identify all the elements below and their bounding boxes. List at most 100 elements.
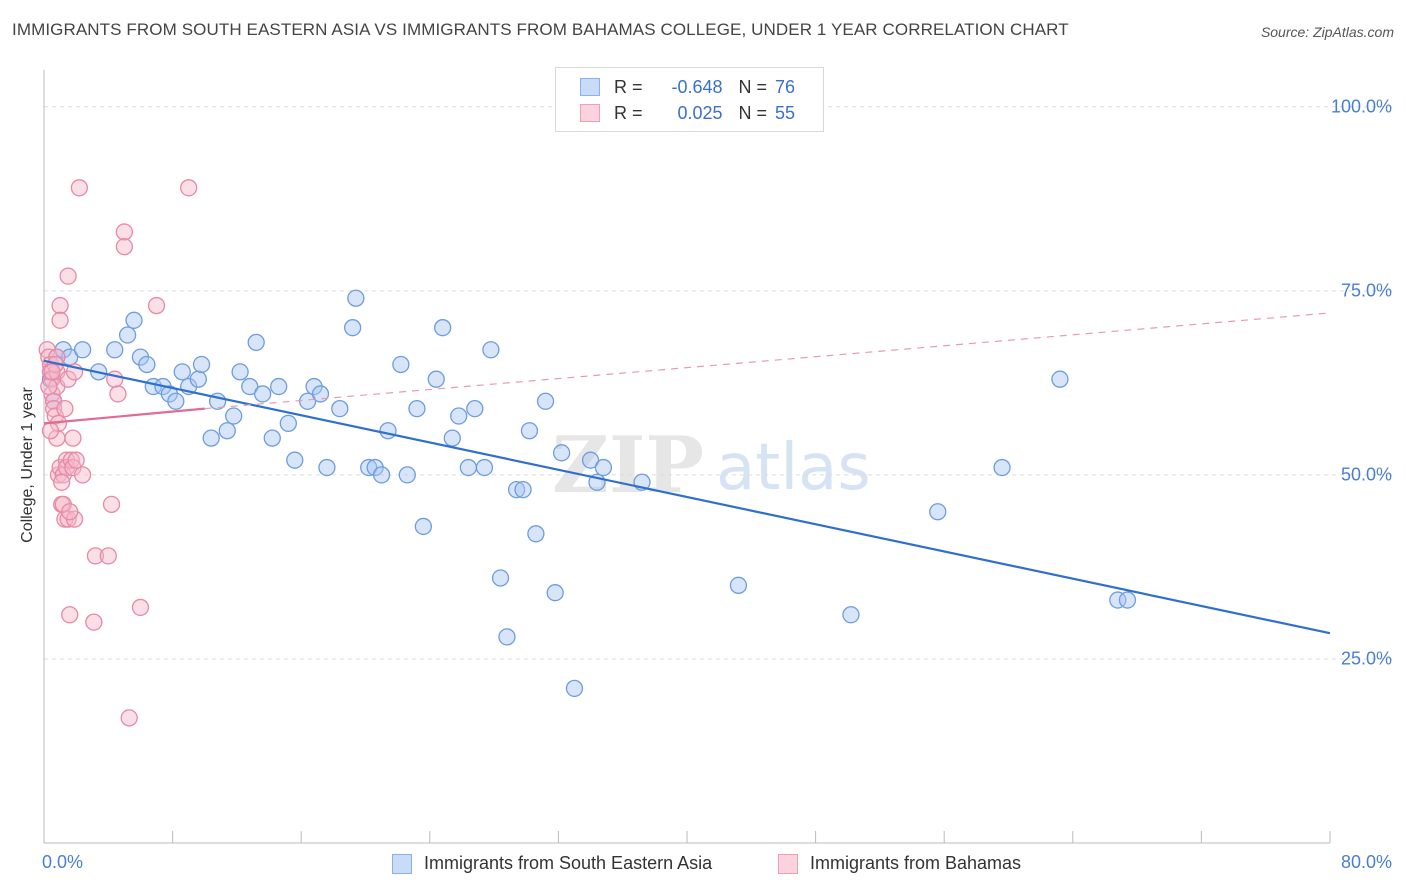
point-south-eastern-asia	[360, 458, 378, 477]
point-bahamas	[109, 385, 127, 403]
legend-n-label: N =	[738, 76, 768, 97]
series-legend-item-bahamas: Immigrants from Bahamas	[778, 853, 1021, 874]
point-south-eastern-asia	[434, 319, 452, 337]
point-bahamas	[40, 377, 58, 396]
point-south-eastern-asia	[729, 576, 748, 594]
point-south-eastern-asia	[414, 517, 433, 536]
point-bahamas	[147, 296, 166, 315]
correlation-legend: R = -0.648 N = 76 R = 0.025 N = 55	[555, 67, 824, 132]
point-south-eastern-asia	[929, 503, 947, 521]
point-south-eastern-asia	[594, 458, 613, 477]
legend-row-sea: R = -0.648 N = 76	[580, 76, 795, 98]
point-bahamas	[59, 267, 77, 285]
point-south-eastern-asia	[218, 422, 236, 440]
point-south-eastern-asia	[450, 407, 468, 425]
point-south-eastern-asia	[507, 480, 526, 499]
legend-n-value: 76	[775, 76, 796, 97]
point-south-eastern-asia	[241, 377, 259, 396]
point-south-eastern-asia	[372, 466, 391, 484]
point-bahamas	[61, 606, 79, 624]
legend-r-value: -0.648	[671, 76, 723, 97]
point-south-eastern-asia	[443, 429, 461, 447]
point-south-eastern-asia	[286, 451, 304, 469]
legend-n-label: N =	[738, 102, 768, 123]
point-south-eastern-asia	[527, 525, 545, 543]
trend-line-bahamas-extension	[204, 312, 1331, 410]
point-bahamas	[67, 451, 85, 469]
point-south-eastern-asia	[125, 311, 143, 329]
point-south-eastern-asia	[270, 377, 288, 396]
point-south-eastern-asia	[247, 333, 265, 352]
legend-r-label: R =	[614, 102, 643, 123]
point-south-eastern-asia	[552, 444, 571, 462]
point-south-eastern-asia	[993, 458, 1011, 477]
point-south-eastern-asia	[565, 679, 584, 698]
point-south-eastern-asia	[392, 355, 410, 374]
point-south-eastern-asia	[491, 569, 510, 587]
point-south-eastern-asia	[173, 363, 191, 381]
y-tick-label: 50.0%	[1340, 464, 1392, 485]
point-bahamas	[61, 503, 79, 521]
y-tick-label: 75.0%	[1340, 280, 1392, 301]
series-legend-label-sea: Immigrants from South Eastern Asia	[424, 853, 713, 873]
legend-swatch-bahamas	[580, 104, 600, 122]
point-south-eastern-asia	[347, 289, 365, 307]
point-south-eastern-asia	[398, 466, 416, 484]
point-south-eastern-asia	[459, 458, 478, 477]
point-bahamas	[51, 296, 69, 315]
x-tick-label-max: 80.0%	[1340, 852, 1392, 872]
point-south-eastern-asia	[482, 341, 500, 359]
point-south-eastern-asia	[1109, 591, 1127, 609]
point-south-eastern-asia	[298, 392, 317, 410]
point-south-eastern-asia	[427, 370, 445, 388]
x-tick-label-min: 0.0%	[42, 852, 84, 872]
point-south-eastern-asia	[536, 392, 555, 410]
point-bahamas	[180, 179, 198, 197]
point-south-eastern-asia	[167, 392, 185, 410]
legend-r-value: 0.025	[677, 102, 723, 123]
point-south-eastern-asia	[331, 399, 349, 418]
point-south-eastern-asia	[202, 429, 220, 447]
point-south-eastern-asia	[279, 414, 297, 433]
point-south-eastern-asia	[581, 451, 600, 469]
point-bahamas	[41, 422, 60, 440]
point-bahamas	[51, 311, 69, 329]
point-bahamas	[73, 466, 92, 484]
point-bahamas	[56, 399, 74, 418]
point-south-eastern-asia	[514, 480, 532, 499]
point-bahamas	[99, 547, 117, 565]
point-south-eastern-asia	[231, 363, 249, 381]
point-south-eastern-asia	[192, 355, 211, 374]
point-bahamas	[70, 179, 89, 197]
point-south-eastern-asia	[118, 326, 137, 344]
point-south-eastern-asia	[263, 429, 281, 447]
trend-line-south-eastern-asia	[43, 359, 1331, 635]
point-south-eastern-asia	[138, 355, 156, 374]
point-south-eastern-asia	[379, 422, 397, 440]
series-legend-label-bahamas: Immigrants from Bahamas	[810, 853, 1022, 873]
watermark-atlas: atlas	[716, 431, 871, 505]
chart-source: Source: ZipAtlas.com	[1260, 24, 1394, 40]
point-south-eastern-asia	[408, 399, 426, 418]
point-south-eastern-asia	[253, 385, 272, 403]
point-south-eastern-asia	[106, 341, 124, 359]
point-south-eastern-asia	[1051, 370, 1069, 388]
point-south-eastern-asia	[318, 458, 336, 477]
point-bahamas	[120, 709, 138, 727]
point-south-eastern-asia	[520, 422, 539, 440]
y-tick-label: 25.0%	[1340, 648, 1392, 669]
legend-r-label: R =	[614, 76, 643, 97]
point-south-eastern-asia	[343, 319, 362, 337]
trend-line-bahamas	[43, 407, 205, 425]
y-tick-label: 100.0%	[1330, 96, 1392, 117]
point-south-eastern-asia	[189, 370, 207, 388]
point-south-eastern-asia	[475, 458, 494, 477]
point-bahamas	[102, 495, 121, 514]
series-legend-swatch-sea	[392, 853, 412, 874]
point-bahamas	[115, 238, 134, 256]
point-south-eastern-asia	[842, 606, 860, 624]
legend-row-bahamas: R = 0.025 N = 55	[580, 102, 795, 124]
series-legend-swatch-bahamas	[778, 853, 798, 874]
point-south-eastern-asia	[73, 341, 92, 359]
